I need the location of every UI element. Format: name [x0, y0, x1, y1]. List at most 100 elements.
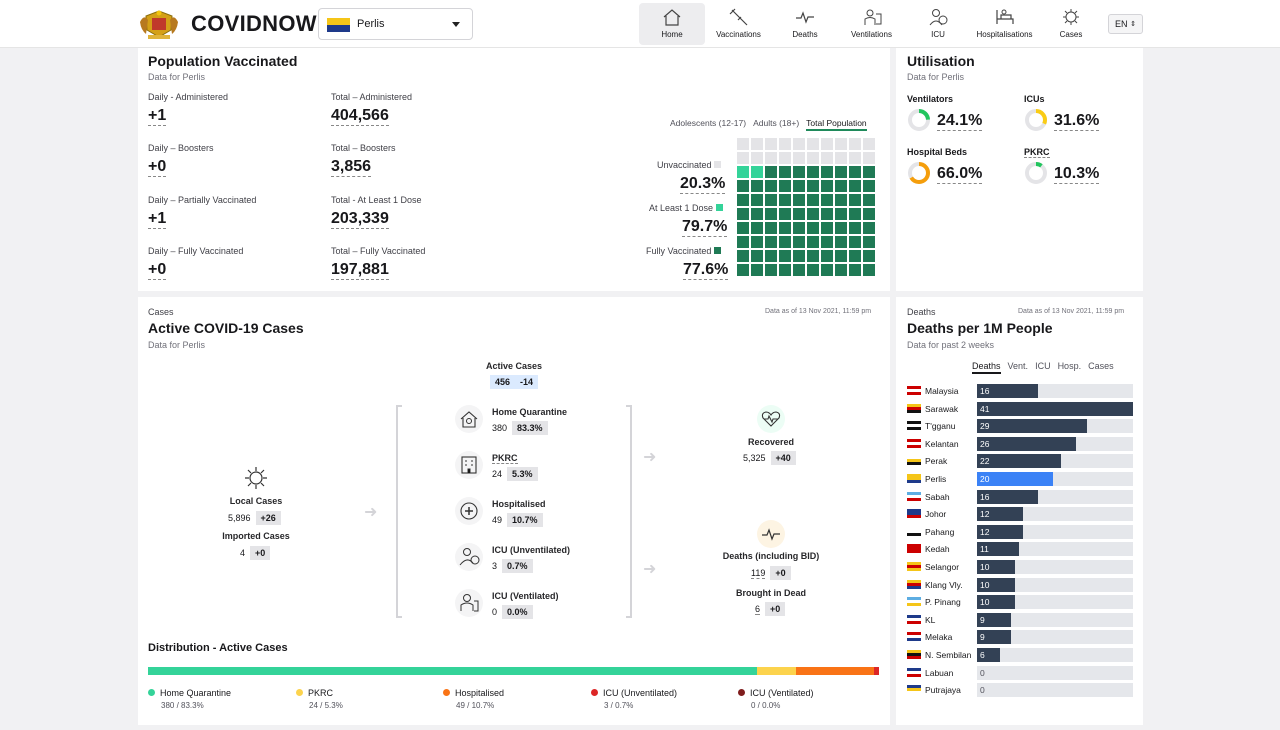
deaths-bar-row[interactable]: P. Pinang 10 [907, 595, 1133, 610]
tab-vaccinations[interactable]: Vaccinations [705, 3, 772, 45]
distribution-title: Distribution - Active Cases [148, 642, 288, 654]
tab-home[interactable]: Home [639, 3, 705, 45]
waffle-cell [751, 138, 763, 150]
hospital-bed-icon [995, 9, 1014, 24]
deaths-bar-label: Malaysia [925, 386, 959, 396]
coat-of-arms-logo[interactable] [138, 8, 180, 40]
breakdown-stat: 3 0.7% [492, 559, 533, 573]
legend-value: 49 / 10.7% [456, 701, 495, 710]
deaths-bar-label: Perlis [925, 474, 947, 484]
perlis-flag-icon [327, 18, 350, 32]
deaths-bar-row[interactable]: N. Sembilan 6 [907, 648, 1133, 662]
deaths-bar-row[interactable]: Pahang 12 [907, 524, 1133, 539]
deaths-bar-value: 10 [980, 579, 990, 590]
tab-icu-metric[interactable]: ICU [1035, 361, 1051, 371]
waffle-cell [849, 264, 861, 276]
unvaccinated-pct[interactable]: 20.3% [680, 175, 726, 194]
ventilators-value[interactable]: 24.1% [937, 112, 983, 131]
deaths-bar [977, 384, 1038, 398]
deaths-bar-row[interactable]: Perak 22 [907, 454, 1133, 469]
icus-label: ICUs [1024, 94, 1045, 104]
tab-cases-metric[interactable]: Cases [1088, 361, 1114, 371]
deaths-bar-row[interactable]: Kedah 11 [907, 542, 1133, 557]
state-dropdown[interactable]: Perlis [318, 8, 473, 40]
tab-hospitalisations[interactable]: Hospitalisations [971, 3, 1038, 45]
state-flag-icon [907, 509, 921, 519]
hospital-beds-value[interactable]: 66.0% [937, 165, 983, 184]
tab-cases[interactable]: Cases [1038, 3, 1104, 45]
state-flag-icon [907, 474, 921, 483]
pkrc-value[interactable]: 10.3% [1054, 165, 1100, 184]
recovered-value[interactable]: 5,325 [743, 453, 766, 463]
breakdown-value[interactable]: 49 [492, 515, 503, 525]
total-1dose-value[interactable]: 203,339 [331, 210, 389, 229]
legend-dot [591, 689, 598, 696]
deaths-bar-row[interactable]: Malaysia 16 [907, 384, 1133, 398]
deaths-bar-value: 41 [980, 403, 990, 414]
state-dropdown-value: Perlis [357, 18, 385, 30]
fully-vaccinated-pct[interactable]: 77.6% [683, 261, 729, 280]
total-administered-value[interactable]: 404,566 [331, 107, 389, 126]
deaths-bar-row[interactable]: T'gganu 29 [907, 419, 1133, 434]
active-cases-value[interactable]: 456 [490, 375, 516, 389]
deaths-bar-track: 26 [977, 436, 1133, 451]
at-least-1-dose-pct[interactable]: 79.7% [682, 218, 728, 237]
tab-deaths[interactable]: Deaths [772, 3, 838, 45]
language-select[interactable]: EN ⇕ [1108, 14, 1143, 34]
imported-cases-value[interactable]: 4 [240, 548, 246, 558]
deaths-bar-row[interactable]: Melaka 9 [907, 630, 1133, 645]
deaths-bar-row[interactable]: Labuan 0 [907, 665, 1133, 680]
tab-adults[interactable]: Adults (18+) [753, 118, 800, 128]
deaths-bar [977, 524, 1023, 539]
tab-vent-metric[interactable]: Vent. [1007, 361, 1029, 371]
total-full-value[interactable]: 197,881 [331, 261, 389, 280]
deaths-bar-row[interactable]: Sabah 16 [907, 489, 1133, 504]
tab-ventilations[interactable]: Ventilations [838, 3, 905, 45]
state-flag-icon [907, 650, 921, 659]
icus-value[interactable]: 31.6% [1054, 112, 1100, 131]
breakdown-value[interactable]: 3 [492, 561, 498, 571]
pkrc-label[interactable]: PKRC [1024, 147, 1050, 158]
total-full-label: Total – Fully Vaccinated [331, 246, 426, 256]
local-cases-value[interactable]: 5,896 [228, 513, 251, 523]
deaths-bar-row[interactable]: Putrajaya 0 [907, 683, 1133, 698]
waffle-cell [807, 166, 819, 178]
daily-partial-value[interactable]: +1 [148, 210, 167, 229]
tab-icu[interactable]: ICU [905, 3, 971, 45]
deaths-bar-row[interactable]: Johor 12 [907, 507, 1133, 522]
deaths-bar-row[interactable]: Perlis 20 [907, 472, 1133, 486]
deaths-bid-delta: +0 [770, 566, 791, 580]
breakdown-label[interactable]: PKRC [492, 453, 518, 464]
breakdown-value[interactable]: 24 [492, 469, 503, 479]
deaths-bar-row[interactable]: KL 9 [907, 612, 1133, 627]
tab-total-population[interactable]: Total Population [806, 118, 867, 131]
waffle-cell [793, 166, 805, 178]
daily-full-label: Daily – Fully Vaccinated [148, 246, 244, 256]
deaths-bar-row[interactable]: Sarawak 41 [907, 401, 1133, 416]
distribution-bar [148, 667, 879, 675]
tab-deaths-metric[interactable]: Deaths [972, 361, 1001, 374]
deaths-bar-row[interactable]: Selangor 10 [907, 560, 1133, 574]
deaths-bar-value: 12 [980, 526, 990, 537]
deaths-bar-row[interactable]: Klang Vly. 10 [907, 577, 1133, 592]
deaths-bar-label: Melaka [925, 632, 953, 643]
deaths-bid-value[interactable]: 119 [751, 567, 766, 579]
daily-boosters-value[interactable]: +0 [148, 158, 167, 177]
brand-title[interactable]: COVIDNOW [191, 11, 317, 36]
tab-adolescents[interactable]: Adolescents (12-17) [670, 118, 747, 128]
deaths-bar-value: 29 [980, 421, 990, 432]
active-cases-stat: 456 -14 [490, 375, 539, 389]
waffle-cell [751, 208, 763, 220]
waffle-cell [765, 180, 777, 192]
brought-in-dead-value[interactable]: 6 [755, 603, 761, 615]
daily-full-value[interactable]: +0 [148, 261, 167, 280]
total-boosters-value[interactable]: 3,856 [331, 158, 372, 177]
deaths-bar-row[interactable]: Kelantan 26 [907, 436, 1133, 451]
daily-administered-value[interactable]: +1 [148, 107, 167, 126]
waffle-cell [863, 152, 875, 164]
breakdown-value[interactable]: 0 [492, 607, 498, 617]
deaths-category-label: Deaths [907, 307, 936, 317]
breakdown-value[interactable]: 380 [492, 423, 508, 433]
tab-hosp-metric[interactable]: Hosp. [1057, 361, 1082, 371]
deaths-bar-label: T'gganu [925, 421, 956, 432]
